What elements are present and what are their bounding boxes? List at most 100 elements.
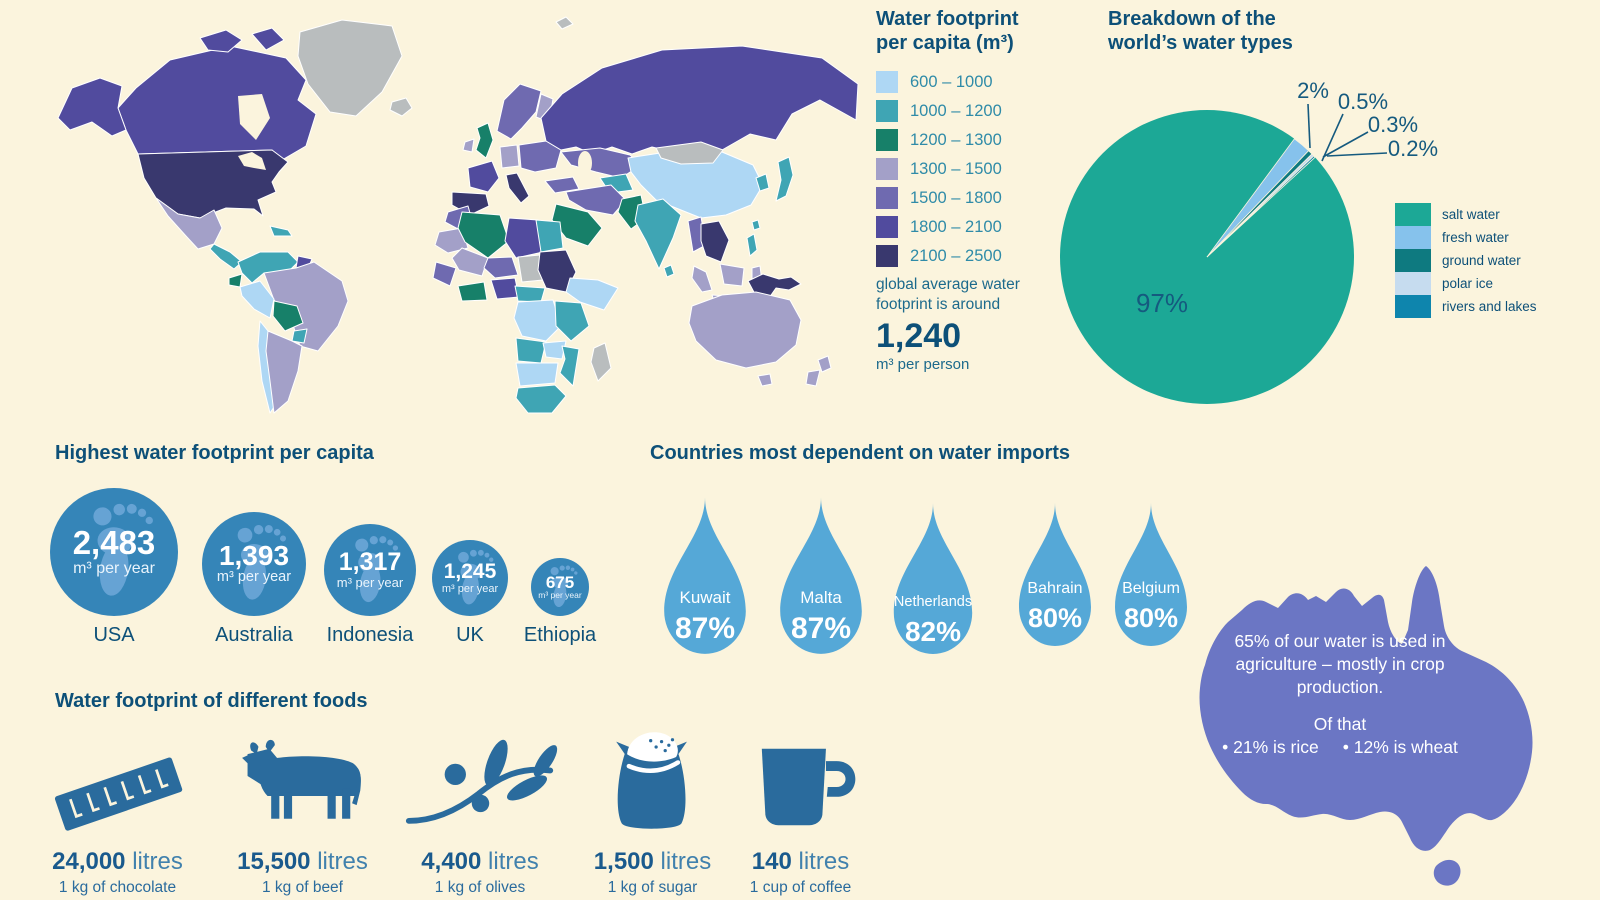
footprint-circle: 1,245 m³ per year (432, 540, 508, 616)
australia-bullet-rice: • 21% is rice (1222, 737, 1319, 758)
legend-swatch (876, 245, 898, 268)
region-indochina (700, 220, 730, 263)
footprint-unit: m³ per year (336, 574, 404, 590)
map-legend: Water footprint per capita (m³) 600 – 10… (876, 8, 1041, 373)
region-arctic-islands (199, 29, 243, 53)
callout-line-ground-water (1321, 113, 1344, 162)
drop-value: 80% (1123, 603, 1179, 633)
footprint-circle: 1,317 m³ per year (324, 524, 416, 616)
footprint-value: 675 (545, 572, 575, 592)
drop-item: Kuwait 87% (654, 494, 756, 656)
region-niger (483, 256, 519, 279)
region-india (634, 198, 682, 270)
region-turkey (544, 176, 580, 194)
pie-legend-row: ground water (1395, 249, 1537, 272)
legend-range: 1800 – 2100 (910, 217, 1002, 236)
global-average-value: 1,240 (876, 316, 962, 355)
legend-range: 1000 – 1200 (910, 101, 1002, 120)
region-horn-of-africa (565, 277, 619, 311)
food-item: 15,500 litres 1 kg of beef (215, 714, 390, 897)
pie-legend-label: rivers and lakes (1442, 299, 1537, 314)
region-taiwan (751, 219, 761, 231)
sugar-sack-icon (585, 714, 720, 836)
drop-value: 87% (674, 612, 736, 645)
legend-swatch (876, 216, 898, 239)
food-value: 24,000 (52, 848, 126, 875)
region-ireland (462, 138, 475, 153)
pie-slice-rivers-lakes (1206, 155, 1316, 258)
legend-swatch (876, 158, 898, 181)
pie-legend-swatch (1395, 272, 1431, 295)
food-value-line: 140 litres (738, 848, 863, 876)
pie-legend-row: rivers and lakes (1395, 295, 1537, 318)
legend-swatch (876, 187, 898, 210)
legend-row: 1300 – 1500 (876, 158, 1041, 181)
region-italy (505, 172, 530, 204)
footprint-value: 1,245 (443, 560, 497, 584)
region-argentina (265, 330, 303, 414)
footprint-country: Indonesia (326, 624, 414, 646)
region-cameroon (514, 285, 546, 303)
pie-legend-label: ground water (1442, 253, 1521, 268)
olive-branch-icon (395, 714, 565, 836)
region-new-zealand (805, 355, 832, 387)
region-mongolia (655, 141, 724, 165)
food-item: 4,400 litres 1 kg of olives (395, 714, 565, 897)
region-ghana (457, 281, 488, 302)
callout-label-fresh-water: 2% (1297, 78, 1329, 103)
great-lakes (238, 152, 266, 170)
pie-legend-swatch (1395, 203, 1431, 226)
footprint-unit: m³ per year (73, 560, 155, 578)
footprint-circle: 675 m³ per year (531, 558, 589, 616)
food-unit: litres (488, 848, 539, 875)
food-item: 140 litres 1 cup of coffee (738, 714, 863, 897)
food-value: 1,500 (593, 848, 654, 875)
food-caption: 1 kg of sugar (607, 879, 698, 896)
region-greenland (297, 19, 403, 117)
food-caption: 1 cup of coffee (749, 879, 852, 896)
region-iceland (389, 97, 413, 117)
legend-range: 2100 – 2500 (910, 246, 1002, 265)
caspian-sea (578, 151, 592, 175)
food-caption: 1 kg of beef (261, 879, 343, 896)
footprint-item: 675 m³ per year Ethiopia (524, 558, 596, 646)
legend-row: 1200 – 1300 (876, 129, 1041, 152)
legend-row: 1800 – 2100 (876, 216, 1041, 239)
region-dr-congo (513, 299, 562, 342)
food-value: 140 (751, 848, 792, 875)
region-arctic-islands (251, 27, 285, 51)
region-mexico (155, 197, 223, 250)
region-paraguay (291, 328, 308, 344)
region-borneo (719, 263, 745, 287)
legend-row: 1000 – 1200 (876, 100, 1041, 123)
footprint-country: Ethiopia (523, 624, 597, 646)
australia-fact: 65% of our water is used in agriculture … (1234, 631, 1446, 698)
coffee-mug-icon (738, 714, 863, 836)
region-australia (688, 291, 802, 369)
australia-ofthat: Of that (1313, 714, 1367, 735)
region-mozambique (559, 345, 580, 387)
food-value: 15,500 (237, 848, 311, 875)
food-value: 4,400 (421, 848, 482, 875)
drop-country: Kuwait (679, 588, 731, 607)
region-philippines (746, 233, 758, 257)
region-libya (504, 217, 544, 259)
callout-label-ground-water: 0.5% (1338, 89, 1388, 114)
region-ecuador (228, 273, 243, 288)
world-choropleth-map (57, 16, 859, 414)
legend-range: 1500 – 1800 (910, 188, 1002, 207)
region-uk (475, 122, 494, 159)
region-usa (137, 149, 289, 219)
region-sri-lanka (663, 264, 675, 278)
europe (451, 83, 580, 216)
legend-range: 1300 – 1500 (910, 159, 1002, 178)
legend-swatch (876, 100, 898, 123)
food-value-line: 24,000 litres (35, 848, 200, 876)
region-mali (451, 247, 489, 277)
drop-value: 87% (790, 612, 852, 645)
legend-swatch (876, 129, 898, 152)
australia-bullets: • 21% is rice • 12% is wheat (1192, 737, 1488, 758)
legend-range: 600 – 1000 (910, 72, 993, 91)
footprint-unit: m³ per year (216, 569, 292, 586)
oceania (688, 291, 832, 387)
